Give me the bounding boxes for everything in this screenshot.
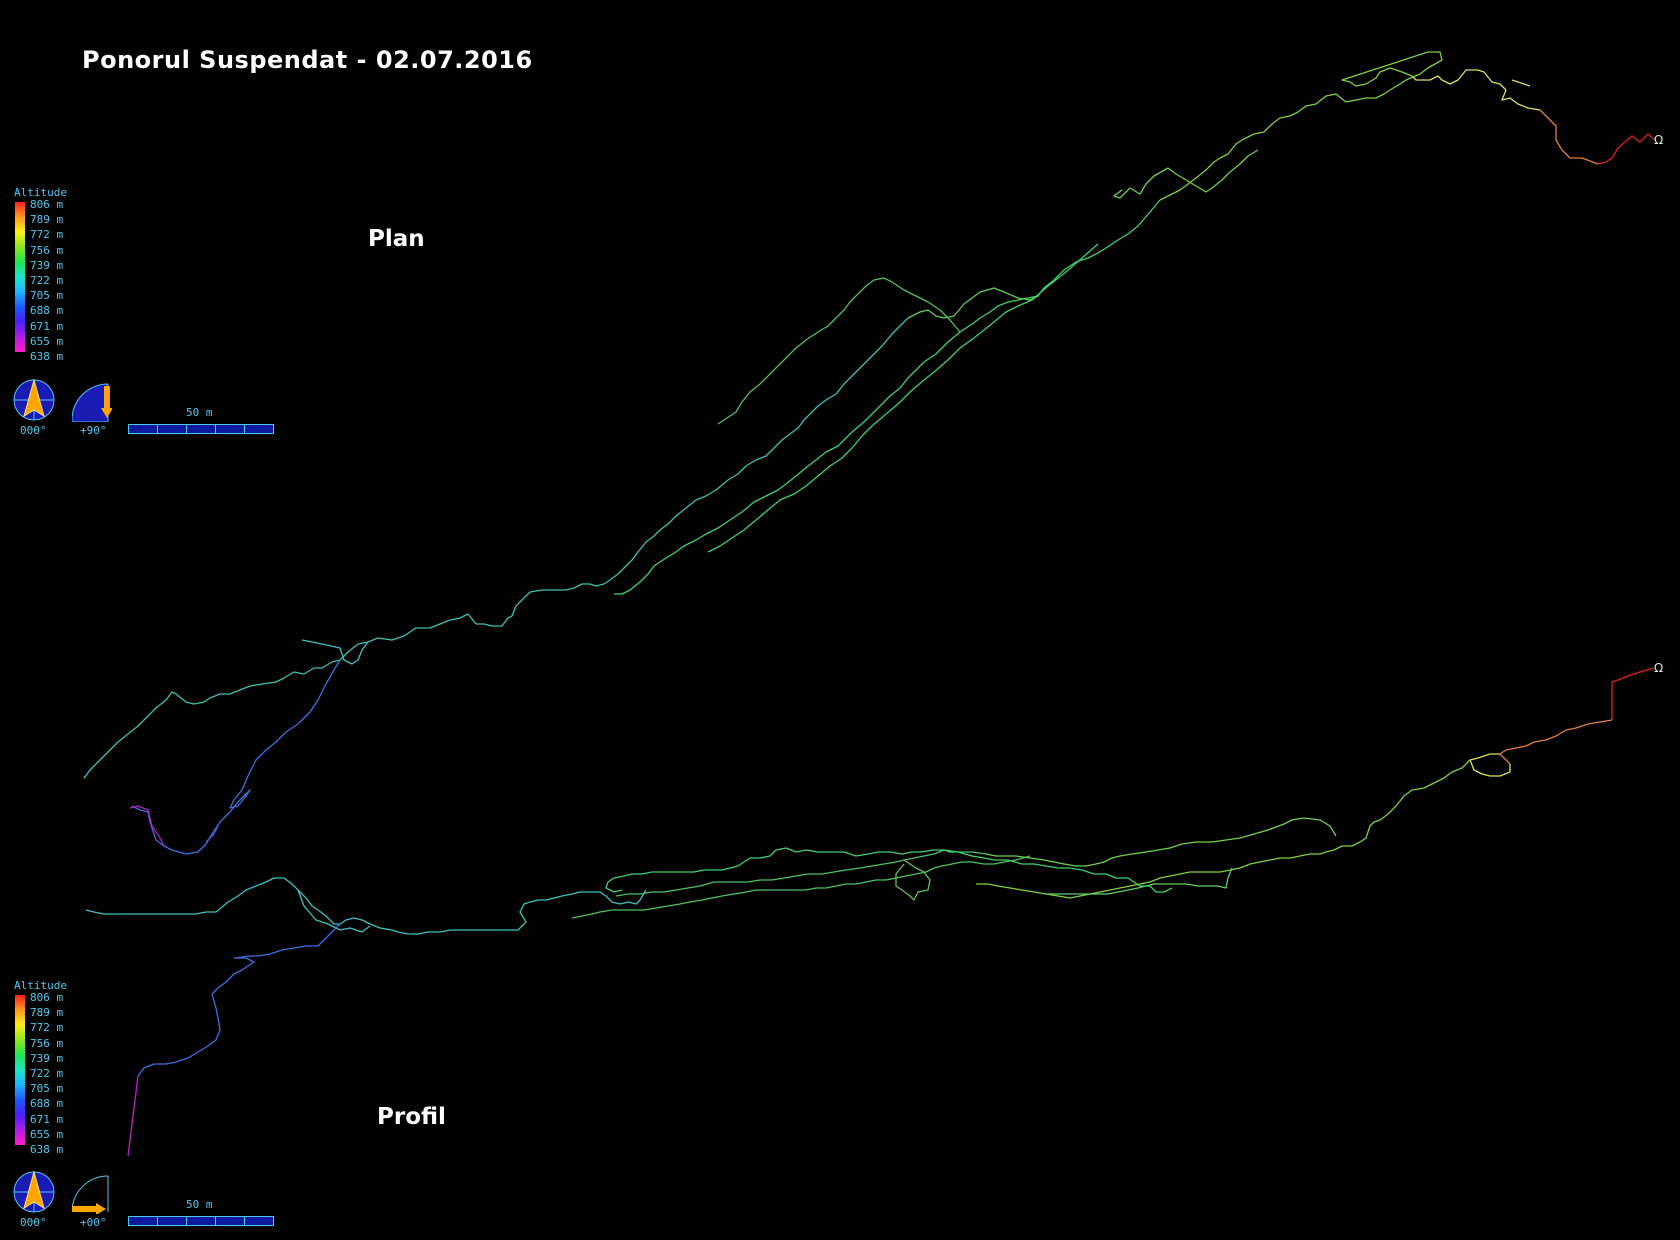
legend-tick: 789 m	[30, 1006, 64, 1020]
passage-line	[614, 199, 1161, 595]
passage-line	[127, 1075, 139, 1157]
passage-line	[895, 859, 931, 901]
plan-scale-label: 50 m	[186, 406, 213, 419]
passage-line	[137, 923, 341, 1077]
legend-tick: 688 m	[30, 1097, 64, 1111]
legend-tick: 806 m	[30, 991, 64, 1004]
profile-compass-label: 000°	[20, 1216, 47, 1229]
passage-line	[985, 817, 1337, 867]
legend-title: Altitude	[14, 979, 67, 992]
passage-line	[707, 243, 1099, 553]
legend-tick: 705 m	[30, 1082, 64, 1096]
passage-line	[1113, 167, 1169, 199]
legend-tick: 688 m	[30, 304, 64, 318]
altitude-color-bar	[15, 202, 25, 352]
legend-tick: 722 m	[30, 1066, 64, 1080]
passage-line	[1167, 149, 1259, 193]
legend-tick: 772 m	[30, 228, 64, 242]
altitude-color-bar	[15, 995, 25, 1145]
legend-tick: 739 m	[30, 258, 64, 272]
passage-line	[1539, 109, 1599, 165]
passage-line	[717, 277, 961, 425]
passage-line	[131, 659, 341, 855]
legend-tick: 806 m	[30, 198, 64, 211]
legend-tick: 638 m	[30, 1142, 64, 1156]
profile-view-label: Profil	[377, 1104, 446, 1130]
passage-line	[297, 889, 371, 933]
profile-altitude-legend: Altitude 806 m 789 m 772 m 756 m 739 m 7…	[12, 979, 72, 1159]
passage-line	[1411, 69, 1541, 111]
legend-tick: 739 m	[30, 1051, 64, 1065]
survey-title: Ponorul Suspendat - 02.07.2016	[82, 46, 533, 74]
plan-tilt-label: +90°	[80, 424, 107, 437]
passage-line	[83, 317, 909, 779]
profile-compass-icon	[13, 1170, 55, 1213]
profile-view-passages	[85, 667, 1655, 1157]
legend-tick: 638 m	[30, 349, 64, 363]
passage-line	[1511, 79, 1531, 87]
passage-line	[301, 639, 369, 665]
legend-tick: 655 m	[30, 1127, 64, 1141]
passage-line	[1499, 719, 1613, 765]
legend-tick: 671 m	[30, 1112, 64, 1126]
plan-scale-bar	[128, 424, 274, 434]
legend-ticks: 806 m 789 m 772 m 756 m 739 m 722 m 705 …	[30, 197, 63, 364]
passage-line	[1046, 867, 1233, 895]
profile-scale-label: 50 m	[186, 1198, 213, 1211]
plan-tilt-icon	[72, 383, 112, 422]
passage-line	[976, 759, 1471, 899]
passage-line	[571, 855, 1031, 919]
legend-tick: 756 m	[30, 1036, 64, 1050]
legend-tick: 722 m	[30, 273, 64, 287]
legend-tick: 756 m	[30, 243, 64, 257]
passage-line	[775, 847, 1173, 893]
passage-line	[205, 821, 221, 843]
plan-entrance-marker: Ω	[1654, 133, 1663, 147]
legend-tick: 789 m	[30, 213, 64, 227]
plan-compass-icon	[13, 378, 55, 421]
passage-line	[85, 877, 647, 935]
legend-tick: 705 m	[30, 289, 64, 303]
plan-compass-label: 000°	[20, 424, 47, 437]
plan-view-label: Plan	[368, 226, 425, 252]
plan-altitude-legend: Altitude 806 m 789 m 772 m 756 m 739 m 7…	[12, 186, 72, 366]
passage-line	[1469, 753, 1511, 777]
passage-line	[1159, 51, 1443, 201]
passage-line	[129, 805, 165, 847]
profile-entrance-marker: Ω	[1654, 661, 1663, 675]
profile-scale-bar	[128, 1216, 274, 1226]
legend-tick: 671 m	[30, 319, 64, 333]
plan-view-passages	[83, 51, 1656, 855]
passage-line	[1597, 133, 1656, 165]
passage-line	[1611, 667, 1655, 720]
profile-tilt-icon	[72, 1175, 109, 1214]
legend-ticks: 806 m 789 m 772 m 756 m 739 m 722 m 705 …	[30, 990, 63, 1157]
legend-title: Altitude	[14, 186, 67, 199]
passage-line	[615, 849, 987, 897]
passage-line	[605, 849, 777, 893]
passage-line	[907, 287, 1039, 319]
legend-tick: 655 m	[30, 334, 64, 348]
legend-tick: 772 m	[30, 1021, 64, 1035]
profile-tilt-label: +00°	[80, 1216, 107, 1229]
